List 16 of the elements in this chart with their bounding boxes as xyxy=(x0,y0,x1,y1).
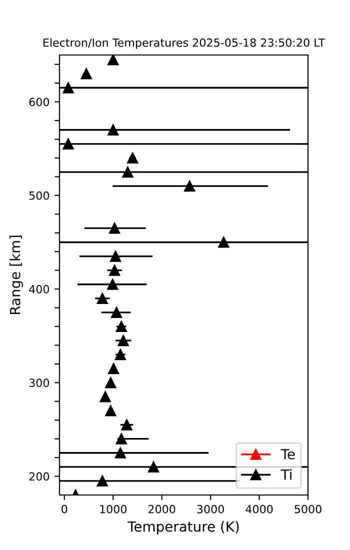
y-axis-title: Range [km] xyxy=(10,236,24,314)
y-tick-label: 200 xyxy=(29,472,50,481)
y-tick-label: 400 xyxy=(29,285,50,294)
y-tick-label: 500 xyxy=(29,191,50,200)
legend-label: Te xyxy=(280,449,295,460)
x-tick-label: 0 xyxy=(62,504,68,514)
x-tick-label: 1000 xyxy=(100,504,126,514)
legend-label: Ti xyxy=(280,469,292,480)
x-tick-label: 2000 xyxy=(148,504,176,514)
chart-title: Electron/Ion Temperatures 2025-05-18 23:50:20 LT xyxy=(44,38,326,49)
x-tick-label: 3000 xyxy=(197,504,224,514)
x-tick-label: 5000 xyxy=(294,504,322,514)
x-axis-title: Temperature (K) xyxy=(128,521,239,534)
y-tick-label: 600 xyxy=(29,98,50,106)
x-tick-label: 4000 xyxy=(246,504,273,514)
y-tick-label: 300 xyxy=(29,378,50,388)
